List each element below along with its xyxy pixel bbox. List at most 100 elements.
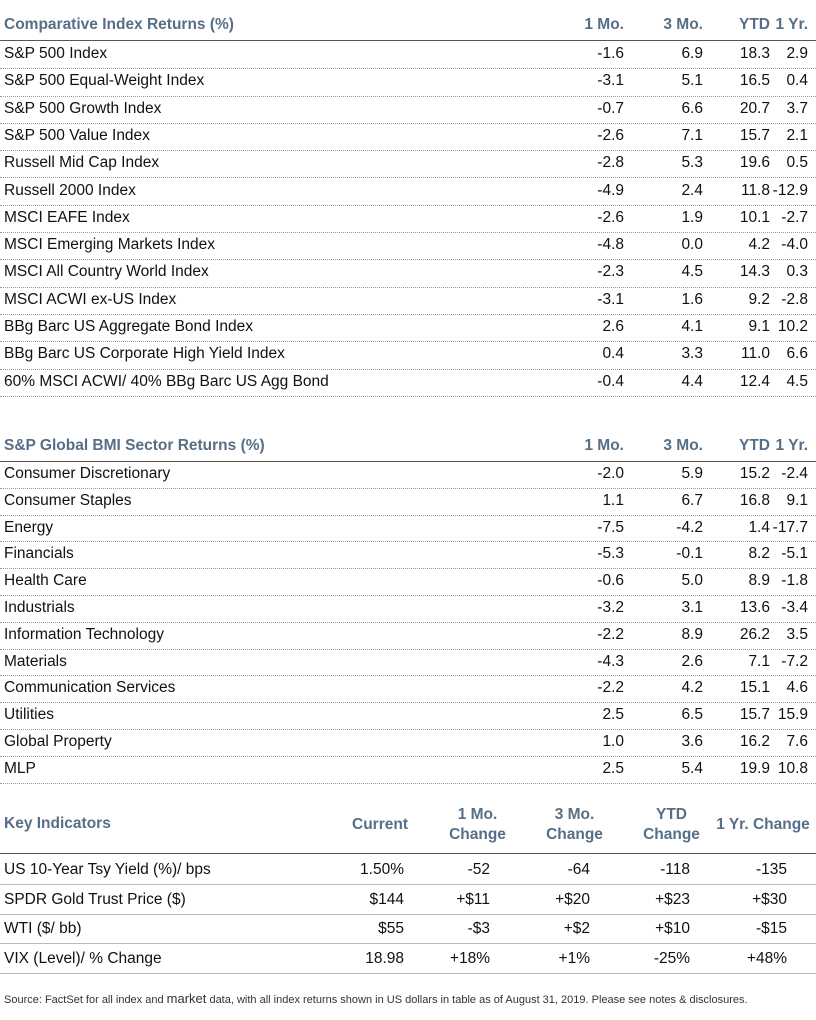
index-row: BBg Barc US Corporate High Yield Index 0.… [0, 342, 816, 370]
indicator-row-label: VIX (Level)/ % Change [4, 950, 162, 967]
index-row-label: MSCI Emerging Markets Index [4, 236, 216, 254]
indicator-cell: 18.98 [365, 950, 404, 967]
sector-row-label: Materials [4, 652, 67, 670]
index-cell: -12.9 [772, 181, 808, 199]
index-row: Russell Mid Cap Index -2.8 5.3 19.6 0.5 [0, 151, 816, 179]
sector-cell: 8.2 [748, 545, 770, 563]
index-cell: 0.3 [786, 263, 808, 281]
sector-row-label: Health Care [4, 572, 87, 590]
footnote-market-word: market [166, 991, 207, 1006]
sector-cell: -7.5 [597, 518, 624, 536]
indicator-row: WTI ($/ bb) $55 -$3 +$2 +$10 -$15 [0, 915, 816, 944]
index-cell: -3.1 [597, 290, 624, 308]
index-cell: 4.4 [681, 372, 703, 390]
index-cell: 4.5 [681, 263, 703, 281]
index-cell: 2.6 [602, 318, 624, 335]
sector-cell: 3.5 [786, 625, 808, 643]
indicator-cell: +$10 [655, 920, 690, 937]
sector-cell: -2.4 [781, 465, 808, 482]
index-col-header: 3 Mo. [663, 16, 703, 33]
index-cell: -2.8 [597, 154, 624, 172]
index-cell: -4.0 [781, 236, 808, 254]
sector-cell: 5.9 [681, 465, 703, 482]
index-cell: -2.6 [597, 208, 624, 226]
index-cell: 2.1 [786, 126, 808, 144]
sector-cell: 15.7 [739, 706, 770, 724]
indicator-cell: -$15 [755, 920, 787, 937]
index-cell: 6.6 [786, 345, 808, 363]
index-title: Comparative Index Returns (%) [4, 16, 234, 33]
sector-cell: 5.4 [681, 759, 703, 777]
index-row: BBg Barc US Aggregate Bond Index 2.6 4.1 9.… [0, 315, 816, 343]
index-cell: 0.0 [681, 236, 703, 254]
sector-cell: 2.6 [681, 652, 703, 670]
sector-cell: 7.6 [786, 733, 808, 750]
index-cell: -0.7 [597, 99, 624, 117]
index-cell: 5.3 [681, 154, 703, 172]
indicator-row: VIX (Level)/ % Change 18.98 +18% +1% -25% +48… [0, 945, 816, 974]
indicators-col-header-line1: Current [352, 816, 408, 833]
indicator-cell: $55 [378, 920, 404, 937]
index-cell: 0.5 [786, 154, 808, 172]
indicators-col-header: 1 Yr. Change [710, 815, 816, 835]
sector-cell: -4.3 [597, 652, 624, 670]
indicator-cell: -25% [653, 950, 690, 967]
sector-row: Communication Services -2.2 4.2 15.1 4.6 [0, 676, 816, 704]
index-cell: 10.2 [777, 318, 808, 335]
index-cell: -4.8 [597, 236, 624, 254]
sector-cell: 3.6 [681, 733, 703, 750]
index-cell: 15.7 [739, 126, 770, 144]
indicator-row-label: US 10-Year Tsy Yield (%)/ bps [4, 861, 211, 878]
indicators-title: Key Indicators [4, 815, 111, 832]
index-cell: 0.4 [786, 72, 808, 90]
sector-col-header: 1 Mo. [584, 437, 624, 454]
index-cell: 10.1 [739, 208, 770, 226]
indicator-cell: +18% [449, 950, 490, 967]
sector-cell: 4.6 [786, 679, 808, 697]
sector-row-label: Consumer Discretionary [4, 465, 171, 482]
index-cell: 20.7 [739, 99, 770, 117]
sector-row-label: Global Property [4, 733, 112, 750]
sector-cell: -2.0 [597, 465, 624, 482]
index-row-label: BBg Barc US Aggregate Bond Index [4, 318, 254, 335]
sector-cell: 15.9 [777, 706, 808, 724]
sector-col-header: YTD [739, 437, 770, 454]
sector-row-label: Financials [4, 545, 74, 563]
index-cell: 2.4 [681, 181, 703, 199]
sector-cell: 3.1 [681, 599, 703, 616]
indicator-row-label: SPDR Gold Trust Price ($) [4, 891, 186, 908]
indicator-cell: +$23 [655, 891, 690, 908]
sector-cell: 7.1 [748, 652, 770, 670]
sector-cell: 26.2 [739, 625, 770, 643]
index-row-label: BBg Barc US Corporate High Yield Index [4, 345, 285, 363]
index-row-label: S&P 500 Equal-Weight Index [4, 72, 205, 90]
sector-cell: 1.1 [602, 491, 624, 509]
index-row-label: MSCI EAFE Index [4, 208, 130, 226]
sector-cell: 8.9 [748, 572, 770, 590]
sector-row: MLP 2.5 5.4 19.9 10.8 [0, 757, 816, 784]
index-cell: 5.1 [681, 72, 703, 90]
indicator-row: US 10-Year Tsy Yield (%)/ bps 1.50% -52 -64… [0, 856, 816, 885]
index-cell: 19.6 [739, 154, 770, 172]
sector-row: Energy -7.5 -4.2 1.4 -17.7 [0, 516, 816, 543]
sector-row: Consumer Discretionary -2.0 5.9 15.2 -2.4 [0, 462, 816, 489]
sector-cell: 19.9 [739, 759, 770, 777]
sector-cell: 16.2 [739, 733, 770, 750]
index-cell: 1.6 [681, 290, 703, 308]
sector-col-header: 3 Mo. [663, 437, 703, 454]
index-cell: 0.4 [602, 345, 624, 363]
footnote-text-start: Source: FactSet for all index and [4, 994, 167, 1006]
sector-header-row: S&P Global BMI Sector Returns (%) 1 Mo. 3 … [0, 429, 816, 462]
index-cell: -2.8 [781, 290, 808, 308]
sector-cell: -3.4 [781, 599, 808, 616]
sector-cell: 16.8 [739, 491, 770, 509]
sector-title: S&P Global BMI Sector Returns (%) [4, 437, 265, 454]
source-footnote: Source: FactSet for all index and market… [4, 991, 748, 1006]
index-cell: 1.9 [681, 208, 703, 226]
index-cell: -2.3 [597, 263, 624, 281]
sector-cell: -7.2 [781, 652, 808, 670]
index-row-label: S&P 500 Growth Index [4, 99, 162, 117]
indicator-row: SPDR Gold Trust Price ($) $144 +$11 +$20 +$2… [0, 886, 816, 915]
sector-col-header: 1 Yr. [775, 437, 808, 454]
indicator-row-label: WTI ($/ bb) [4, 920, 82, 937]
